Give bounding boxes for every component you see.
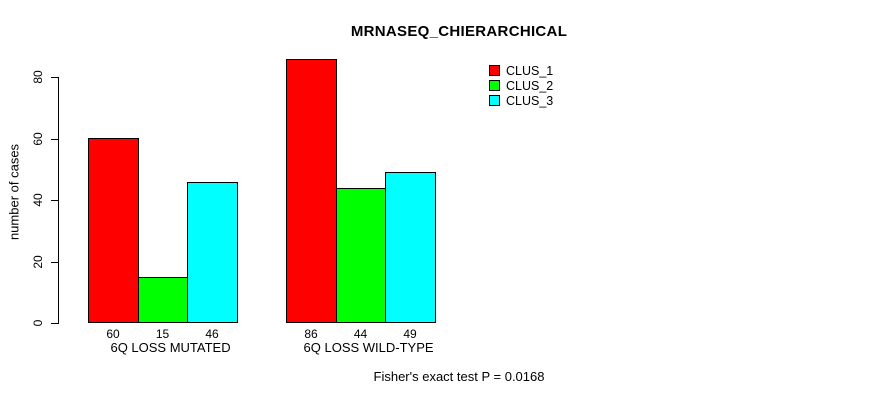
category-label: 6Q LOSS MUTATED — [110, 340, 231, 355]
bar-clus_3-group-1 — [187, 182, 238, 323]
bar-clus_2-group-1 — [138, 277, 188, 323]
bar-clus_3-group-2 — [385, 172, 436, 323]
y-tick-mark — [51, 139, 58, 140]
y-tick-label: 0 — [31, 319, 45, 327]
legend-item: CLUS_2 — [489, 78, 553, 93]
y-axis-line — [58, 77, 59, 324]
chart-title: MRNASEQ_CHIERARCHICAL — [350, 23, 568, 40]
bar-value-label: 15 — [155, 327, 170, 341]
legend-label: CLUS_3 — [506, 93, 554, 108]
bar-value-label: 49 — [403, 327, 417, 341]
y-tick-mark — [51, 77, 58, 78]
bar-value-label: 60 — [106, 327, 120, 341]
y-tick-label: 40 — [31, 193, 45, 207]
legend-label: CLUS_2 — [506, 78, 554, 93]
y-axis-title: number of cases — [6, 143, 22, 241]
legend-label: CLUS_1 — [506, 63, 554, 78]
legend-item: CLUS_1 — [489, 63, 553, 78]
bar-clus_1-group-2 — [286, 59, 337, 323]
y-tick-mark — [51, 200, 58, 201]
y-tick-label: 20 — [31, 255, 45, 269]
y-tick-mark — [51, 262, 58, 263]
legend-item: CLUS_3 — [489, 93, 553, 108]
legend-swatch-icon — [489, 65, 500, 76]
legend-swatch-icon — [489, 80, 500, 91]
category-label: 6Q LOSS WILD-TYPE — [303, 340, 434, 355]
y-tick-label: 60 — [31, 132, 45, 146]
legend-swatch-icon — [489, 95, 500, 106]
bar-value-label: 86 — [304, 327, 318, 341]
bar-value-label: 44 — [353, 327, 368, 341]
y-tick-mark — [51, 323, 58, 324]
bar-clus_2-group-2 — [336, 188, 386, 323]
y-tick-label: 80 — [31, 70, 45, 84]
legend: CLUS_1 CLUS_2 CLUS_3 — [489, 63, 553, 108]
bar-clus_1-group-1 — [88, 138, 139, 323]
bar-value-label: 46 — [205, 327, 219, 341]
fisher-test-annotation: Fisher's exact test P = 0.0168 — [373, 369, 545, 384]
